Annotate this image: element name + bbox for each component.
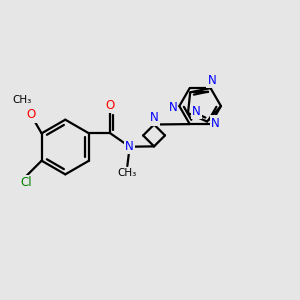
Text: N: N <box>125 140 134 153</box>
Text: CH₃: CH₃ <box>13 95 32 105</box>
Text: O: O <box>26 108 35 121</box>
Text: N: N <box>211 116 220 130</box>
Text: O: O <box>106 99 115 112</box>
Text: Cl: Cl <box>21 176 32 189</box>
Text: CH₃: CH₃ <box>118 168 137 178</box>
Text: N: N <box>208 74 216 87</box>
Text: N: N <box>168 101 177 114</box>
Text: N: N <box>192 105 201 118</box>
Text: N: N <box>150 112 158 124</box>
